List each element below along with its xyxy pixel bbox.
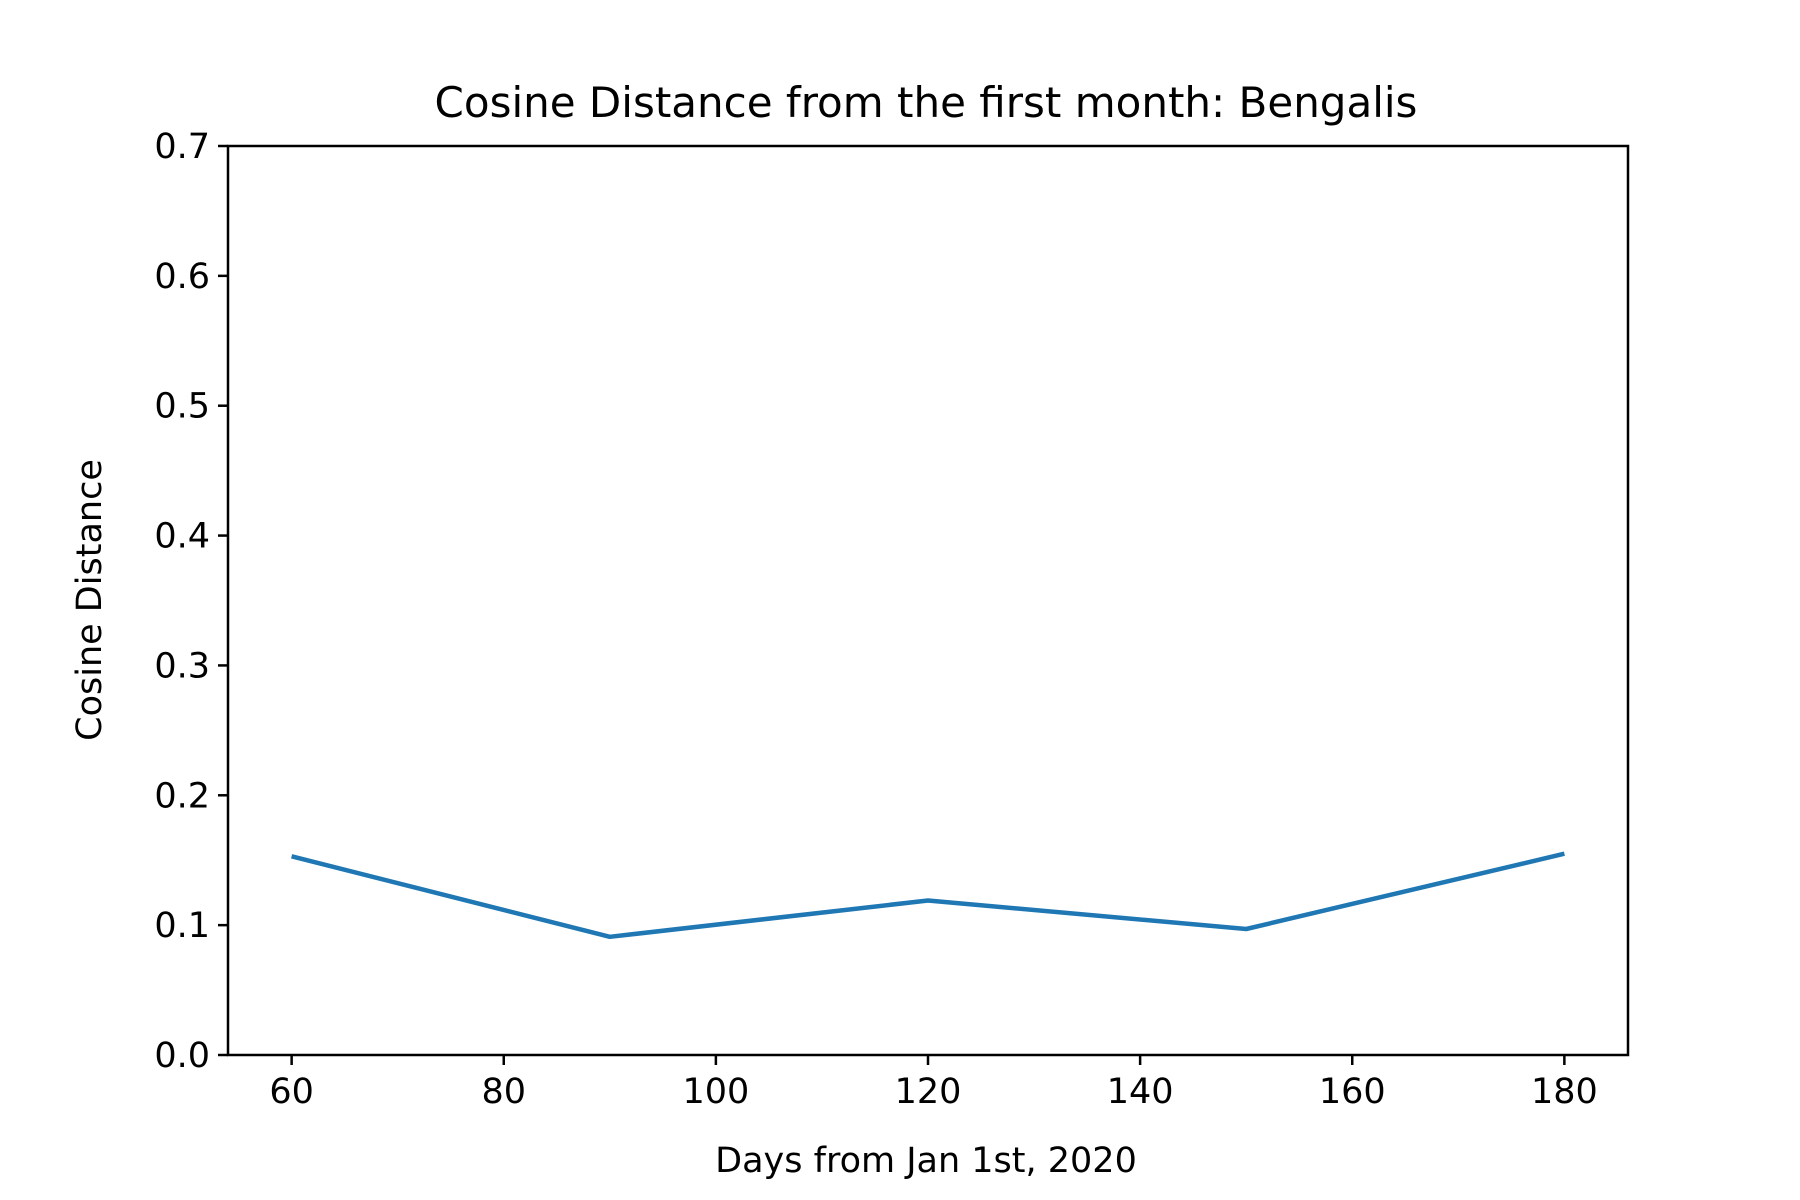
x-tick-label: 140 <box>1107 1072 1174 1112</box>
series-layer <box>291 851 1565 940</box>
y-tick-label: 0.6 <box>154 257 210 297</box>
y-axis-ticks: 0.0 0.1 0.2 0.3 0.4 0.5 0.6 0.7 <box>154 127 228 1076</box>
x-tick-label: 100 <box>682 1072 749 1112</box>
plot-frame <box>226 144 1630 1057</box>
x-axis-ticks: 60 80 100 120 140 160 180 <box>269 1055 1598 1112</box>
chart-title: Cosine Distance from the first month: Be… <box>435 78 1418 127</box>
y-tick-label: 0.2 <box>154 776 210 816</box>
series-line-0 <box>291 851 1565 940</box>
y-axis-title: Cosine Distance <box>70 459 110 741</box>
y-tick-label: 0.4 <box>154 517 210 557</box>
y-tick-label: 0.0 <box>154 1036 210 1076</box>
y-tick-label: 0.3 <box>154 646 210 686</box>
x-tick-label: 80 <box>481 1072 526 1112</box>
y-tick-label: 0.1 <box>154 906 210 946</box>
y-tick-label: 0.7 <box>154 127 210 167</box>
x-tick-label: 160 <box>1319 1072 1386 1112</box>
y-tick-label: 0.5 <box>154 387 210 427</box>
x-axis-title: Days from Jan 1st, 2020 <box>715 1141 1137 1181</box>
x-tick-label: 60 <box>269 1072 314 1112</box>
x-tick-label: 180 <box>1531 1072 1598 1112</box>
x-tick-label: 120 <box>895 1072 962 1112</box>
